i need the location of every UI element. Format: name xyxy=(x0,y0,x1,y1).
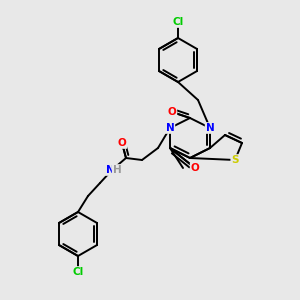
Text: S: S xyxy=(231,155,239,165)
Text: N: N xyxy=(206,123,214,133)
Text: H: H xyxy=(112,165,122,175)
Text: O: O xyxy=(118,138,126,148)
Text: Cl: Cl xyxy=(72,267,84,277)
Text: N: N xyxy=(166,123,174,133)
Text: Cl: Cl xyxy=(172,17,184,27)
Text: O: O xyxy=(190,163,200,173)
Text: O: O xyxy=(168,107,176,117)
Text: N: N xyxy=(106,165,114,175)
